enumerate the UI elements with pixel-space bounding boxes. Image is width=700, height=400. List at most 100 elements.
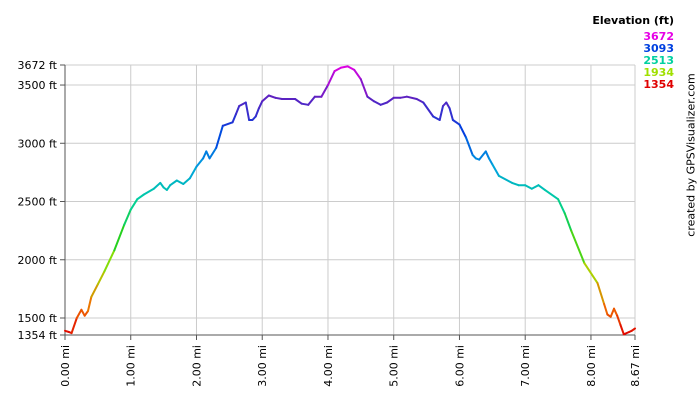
elevation-segment <box>87 296 93 312</box>
elevation-segment <box>557 198 566 215</box>
elevation-segment <box>511 181 520 187</box>
elevation-segment <box>537 184 546 191</box>
elevation-segment <box>300 102 310 106</box>
elevation-segment <box>215 124 224 149</box>
elevation-segment <box>113 223 126 252</box>
elevation-segment <box>543 188 560 201</box>
elevation-segment <box>438 105 444 121</box>
elevation-segment <box>488 157 494 166</box>
elevation-segment <box>596 282 606 305</box>
elevation-segment <box>70 317 78 335</box>
elevation-segment <box>630 327 636 332</box>
elevation-segment <box>333 66 343 73</box>
elevation-line <box>64 65 636 336</box>
elevation-segment <box>458 123 467 139</box>
elevation-segment <box>484 150 490 160</box>
elevation-segment <box>221 121 234 127</box>
elevation-segment <box>90 283 99 298</box>
x-tick-label: 2.00 mi <box>190 345 203 387</box>
elevation-segment <box>261 94 270 103</box>
elevation-segment <box>234 105 241 116</box>
elevation-segment <box>379 101 389 106</box>
elevation-segment <box>603 303 609 316</box>
elevation-segment <box>142 187 155 196</box>
elevation-segment <box>613 307 619 317</box>
elevation-segment <box>238 101 247 107</box>
x-tick-label: 1.00 mi <box>125 345 138 387</box>
elevation-segment <box>353 68 362 81</box>
elevation-segment <box>497 174 514 184</box>
elevation-segment <box>152 181 162 190</box>
x-tick-label: 7.00 mi <box>519 345 532 387</box>
y-tick-label: 3000 ft <box>18 137 58 150</box>
elevation-segment <box>80 308 86 317</box>
elevation-segment <box>254 107 260 118</box>
elevation-segment <box>188 165 198 180</box>
legend-item-lower: 1934 <box>643 66 674 79</box>
elevation-segment <box>451 119 461 126</box>
elevation-segment <box>359 78 369 98</box>
elevation-segment <box>327 70 336 86</box>
x-tick-label: 0.00 mi <box>59 345 72 387</box>
elevation-segment <box>75 308 83 319</box>
grid-lines <box>64 64 636 336</box>
elevation-segment <box>415 98 425 104</box>
plot-frame <box>60 64 636 340</box>
elevation-segment <box>346 65 356 71</box>
y-tick-label: 3500 ft <box>18 79 58 92</box>
y-tick-label: 1500 ft <box>18 312 58 325</box>
elevation-segment <box>175 179 185 185</box>
credit-label: created by GPSVisualizer.com <box>684 73 698 237</box>
legend-item-upper: 3093 <box>643 42 674 55</box>
elevation-segment <box>478 150 487 161</box>
elevation-segment <box>123 208 132 226</box>
x-tick-label: 8.00 mi <box>585 345 598 387</box>
x-tick-label: 6.00 mi <box>453 345 466 387</box>
elevation-segment <box>340 65 349 69</box>
elevation-legend: Elevation (ft) 3672 3093 2513 1934 1354 <box>590 14 674 91</box>
y-tick-label: 1354 ft <box>18 329 58 342</box>
elevation-segment <box>274 96 283 100</box>
elevation-segment <box>399 95 408 99</box>
elevation-segment <box>96 270 106 286</box>
elevation-segment <box>320 84 329 98</box>
legend-item-max: 3672 <box>643 30 674 43</box>
elevation-segment <box>205 150 211 160</box>
x-tick-label: 3.00 mi <box>256 345 269 387</box>
x-tick-label: 8.67 mi <box>629 345 642 387</box>
legend-item-mid: 2513 <box>643 54 674 67</box>
elevation-segment <box>432 115 441 121</box>
elevation-segment <box>103 249 116 273</box>
elevation-segment <box>422 101 435 118</box>
elevation-segment <box>373 100 382 106</box>
elevation-segment <box>169 179 178 187</box>
legend-title: Elevation (ft) <box>592 14 674 27</box>
elevation-segment <box>491 163 500 177</box>
elevation-segment <box>307 95 316 106</box>
legend-item-min: 1354 <box>643 78 674 91</box>
elevation-segment <box>448 107 454 121</box>
y-tick-label: 2000 ft <box>18 254 58 267</box>
x-tick-label: 5.00 mi <box>388 345 401 387</box>
elevation-segment <box>195 157 205 168</box>
elevation-segment <box>208 146 218 160</box>
elevation-segment <box>619 324 625 336</box>
elevation-segment <box>570 229 586 265</box>
y-tick-label: 2500 ft <box>18 196 58 209</box>
elevation-segment <box>231 113 237 124</box>
elevation-segment <box>530 184 540 190</box>
elevation-segment <box>136 193 145 201</box>
elevation-segment <box>616 314 622 326</box>
elevation-segment <box>366 95 375 103</box>
elevation-segment <box>244 101 251 121</box>
elevation-segment <box>182 177 191 185</box>
elevation-segment <box>294 98 303 105</box>
x-axis-tick-labels: 0.00 mi 1.00 mi 2.00 mi 3.00 mi 4.00 mi 5.00 … <box>59 345 642 387</box>
elevation-segment <box>257 100 264 110</box>
elevation-segment <box>524 184 533 190</box>
elevation-segment <box>405 95 418 100</box>
elevation-segment <box>386 96 395 104</box>
elevation-segment <box>267 94 277 99</box>
elevation-segment <box>583 262 599 285</box>
